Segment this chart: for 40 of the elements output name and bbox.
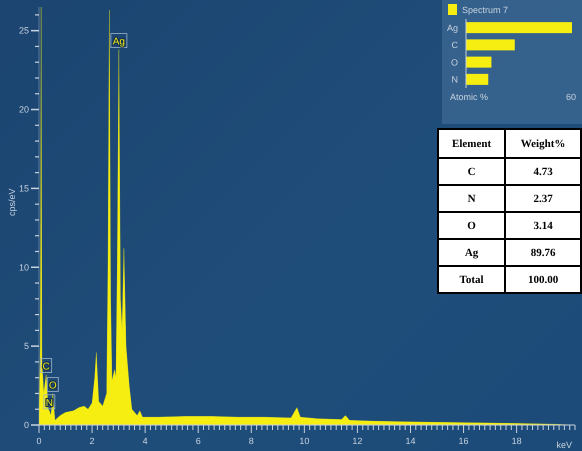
x-tick-label: 4 xyxy=(142,436,148,446)
y-tick-label: 15 xyxy=(18,183,29,194)
x-tick-label: 18 xyxy=(512,436,522,446)
y-tick-label: 5 xyxy=(24,341,29,352)
x-tick-label: 2 xyxy=(90,436,95,446)
annotation: 60 xyxy=(566,92,576,102)
x-tick-label: 6 xyxy=(196,436,201,446)
annotation: Element xyxy=(438,129,506,158)
x-tick-label: 12 xyxy=(352,436,362,446)
bar xyxy=(466,74,488,85)
x-axis-title: Atomic % xyxy=(450,92,488,102)
y-tick-label: 25 xyxy=(18,26,29,36)
annotation: O xyxy=(48,380,57,392)
y-tick-label: 20 xyxy=(18,104,29,115)
y-tick-label: N xyxy=(452,74,458,85)
annotation: Weight% xyxy=(505,129,581,158)
bar xyxy=(466,39,515,50)
y-tick-label: Ag xyxy=(446,22,458,33)
x-tick-label: 16 xyxy=(458,436,469,446)
y-tick-label: O xyxy=(450,57,458,68)
x-axis-title: keV xyxy=(556,440,572,450)
y-tick-label: 10 xyxy=(18,262,29,272)
x-tick-label: 10 xyxy=(299,436,310,446)
annotation: 100.00 xyxy=(505,266,581,293)
bar xyxy=(466,22,572,34)
legend-label: Spectrum 7 xyxy=(462,4,508,14)
annotation: 4.73 xyxy=(505,158,581,185)
x-tick-label: 8 xyxy=(248,436,254,446)
annotation: 2.37 xyxy=(505,185,581,212)
annotation: Ag xyxy=(112,36,125,48)
y-axis-title: cps/eV xyxy=(7,188,18,216)
x-tick-label: 0 xyxy=(36,436,42,446)
annotation: 3.14 xyxy=(505,212,581,239)
y-tick-label: C xyxy=(452,40,458,50)
annotation: Total xyxy=(438,266,506,293)
x-tick-label: 14 xyxy=(405,436,416,446)
bar xyxy=(466,56,492,68)
annotation: 89.76 xyxy=(505,239,581,266)
y-tick-label: 0 xyxy=(24,420,29,430)
annotation: C xyxy=(42,362,50,373)
